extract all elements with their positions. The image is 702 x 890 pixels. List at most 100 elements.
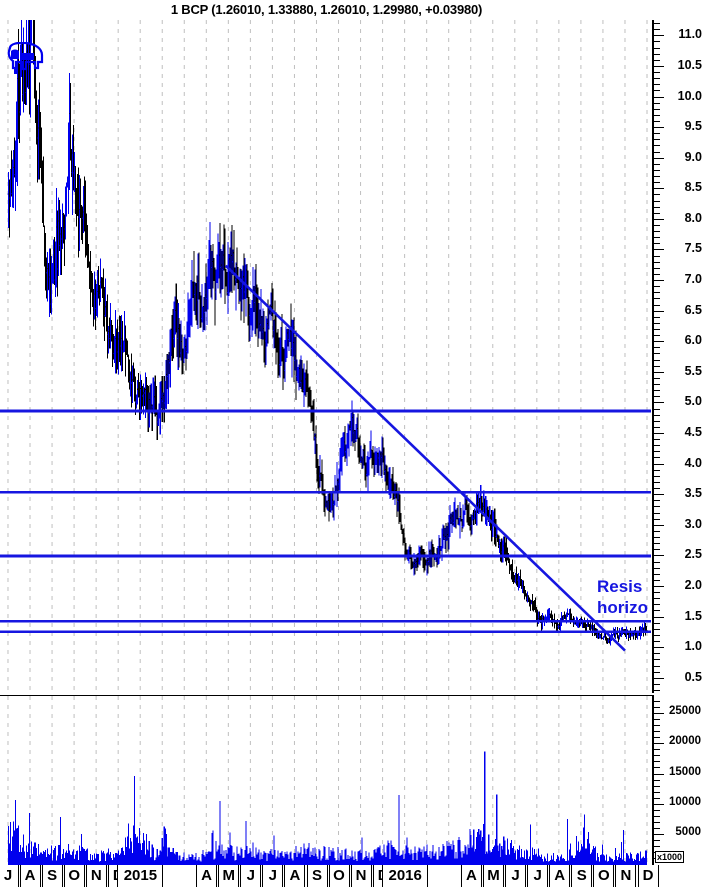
price-axis-tick-label: 9.5 [684, 119, 702, 134]
x-axis-label: S [306, 865, 328, 887]
price-axis-minor-tick [653, 408, 660, 410]
price-axis-minor-tick [653, 286, 660, 288]
volume-axis-minor-tick [653, 707, 660, 709]
price-axis-tick-label: 11.0 [678, 27, 702, 42]
price-axis-tick [653, 96, 664, 98]
x-axis-label: 2015 [117, 865, 164, 887]
price-axis-minor-tick [653, 457, 660, 459]
volume-axis-minor-tick [653, 785, 660, 787]
price-axis-tick-label: 10.5 [677, 57, 702, 72]
price-axis-minor-tick [653, 610, 660, 612]
price-chart-panel[interactable] [0, 20, 653, 693]
price-axis-minor-tick [653, 261, 660, 263]
price-axis-minor-tick [653, 121, 660, 122]
volume-plot[interactable] [0, 696, 652, 865]
x-axis-month-labels: JASOND2015AMJJASOND2016AMJJASOND [0, 865, 702, 890]
broker-logo-icon [7, 42, 44, 74]
price-axis-minor-tick [653, 451, 660, 453]
price-axis-minor-tick [653, 102, 660, 104]
price-axis-minor-tick [653, 414, 660, 416]
volume-axis-minor-tick [653, 737, 660, 739]
volume-axis-tick [653, 803, 664, 805]
price-axis-minor-tick [653, 530, 660, 532]
x-axis-label: A [549, 865, 571, 887]
price-axis-minor-tick [653, 108, 660, 110]
price-axis-tick [653, 555, 664, 557]
price-axis-minor-tick [653, 598, 660, 600]
x-axis-label: S [571, 865, 593, 887]
price-axis-minor-tick [653, 512, 660, 514]
x-axis-label: N [85, 865, 107, 887]
price-axis-minor-tick [653, 469, 660, 471]
price-axis-tick [653, 402, 664, 404]
price-axis-minor-tick [653, 29, 660, 31]
price-axis-minor-tick [653, 47, 660, 49]
price-axis-tick [653, 494, 664, 496]
x-axis-label: M [483, 865, 504, 887]
price-axis-minor-tick [653, 267, 660, 269]
volume-axis-minor-tick [653, 755, 660, 757]
price-axis-minor-tick [653, 322, 660, 324]
price-axis-minor-tick [653, 543, 660, 545]
price-axis-minor-tick [653, 78, 660, 80]
price-axis-minor-tick [653, 628, 660, 630]
price-axis-minor-tick [653, 139, 660, 141]
price-axis-minor-tick [653, 659, 660, 661]
price-axis-tick [653, 310, 664, 312]
price-axis-tick-label: 7.5 [684, 241, 702, 256]
descending-trendline[interactable] [224, 264, 626, 652]
price-axis-minor-tick [653, 481, 660, 483]
page-title: 1 BCP (1.26010, 1.33880, 1.26010, 1.2998… [170, 2, 483, 17]
price-axis-minor-tick [653, 689, 660, 691]
price-axis-minor-tick [653, 59, 660, 61]
volume-axis-minor-tick [653, 701, 660, 702]
price-axis-minor-tick [653, 445, 660, 447]
volume-axis-minor-tick [653, 767, 660, 769]
volume-axis-minor-tick [653, 731, 660, 733]
price-axis-minor-tick [653, 549, 660, 551]
price-axis-tick-label: 10.0 [677, 88, 702, 103]
price-axis-minor-tick [653, 439, 660, 441]
price-axis-tick [653, 65, 664, 67]
price-axis-tick [653, 249, 664, 251]
price-axis-tick-label: 1.0 [684, 639, 702, 654]
x-axis-label: J [262, 865, 284, 887]
price-axis-minor-tick [653, 641, 660, 642]
price-axis-minor-tick [653, 622, 660, 624]
price-axis-minor-tick [653, 573, 660, 575]
x-axis-label: A [196, 865, 218, 887]
price-axis-minor-tick [653, 506, 660, 508]
price-axis-minor-tick [653, 347, 660, 349]
price-axis-minor-tick [653, 145, 660, 147]
price-axis-minor-tick [653, 634, 660, 636]
price-axis-tick [653, 647, 664, 649]
annotation-line-2: horizo [597, 598, 648, 617]
price-axis-minor-tick [653, 537, 660, 538]
volume-axis-tick-label: 25000 [669, 705, 701, 718]
price-axis-minor-tick [653, 200, 660, 202]
price-axis-minor-tick [653, 231, 660, 233]
volume-axis-minor-tick [653, 719, 660, 721]
x-axis-label: D [637, 865, 659, 887]
volume-axis-minor-tick [653, 725, 660, 727]
price-axis-minor-tick [653, 206, 660, 208]
price-axis-tick-label: 5.5 [684, 363, 702, 378]
price-axis-minor-tick [653, 390, 660, 392]
price-axis-tick [653, 127, 664, 129]
price-axis-minor-tick [653, 133, 660, 135]
price-axis-minor-tick [653, 488, 660, 489]
volume-axis-minor-tick [653, 791, 660, 793]
volume-chart-panel[interactable] [0, 695, 653, 865]
price-axis-tick [653, 677, 664, 679]
price-axis-minor-tick [653, 176, 660, 177]
volume-axis-tick-label: 5000 [675, 825, 701, 838]
price-axis-minor-tick [653, 377, 660, 379]
volume-axis-tick [653, 713, 664, 715]
price-axis-tick-label: 8.0 [684, 210, 702, 225]
price-axis-minor-tick [653, 683, 660, 685]
price-axis-tick-label: 0.5 [684, 669, 702, 684]
volume-axis-minor-tick [653, 749, 660, 751]
price-plot[interactable] [0, 20, 652, 693]
price-axis-tick [653, 463, 664, 465]
volume-axis-tick-label: 20000 [669, 735, 701, 748]
